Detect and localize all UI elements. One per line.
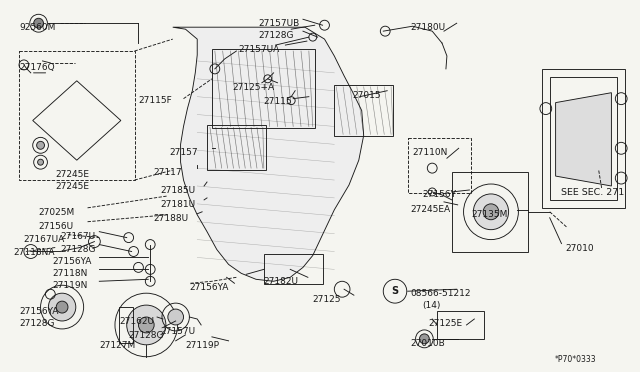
Circle shape xyxy=(56,301,68,313)
Circle shape xyxy=(34,18,44,28)
Bar xyxy=(19,51,134,180)
Circle shape xyxy=(49,293,76,321)
Text: 27157: 27157 xyxy=(170,148,198,157)
Polygon shape xyxy=(556,93,611,186)
Text: 27128G: 27128G xyxy=(19,319,54,328)
Circle shape xyxy=(138,317,154,333)
Circle shape xyxy=(38,159,44,165)
Text: 27245E: 27245E xyxy=(55,182,89,191)
Text: 27162U: 27162U xyxy=(119,317,154,326)
Text: 27118N: 27118N xyxy=(52,269,88,278)
Bar xyxy=(408,138,472,193)
Circle shape xyxy=(127,305,166,345)
Text: SEE SEC. 271: SEE SEC. 271 xyxy=(561,188,625,197)
Text: 27128G: 27128G xyxy=(60,244,95,254)
Circle shape xyxy=(483,204,499,220)
Text: 27128G: 27128G xyxy=(129,331,164,340)
Text: 27117: 27117 xyxy=(153,168,182,177)
Text: 27157UB: 27157UB xyxy=(258,19,299,28)
Text: 27010: 27010 xyxy=(565,244,594,253)
Circle shape xyxy=(168,309,184,325)
Text: 27119P: 27119P xyxy=(186,341,220,350)
Circle shape xyxy=(36,141,44,149)
Text: 27125+A: 27125+A xyxy=(232,83,275,92)
Text: 27156YA: 27156YA xyxy=(52,257,92,266)
Text: 27156YA: 27156YA xyxy=(19,307,58,316)
Text: 27127M: 27127M xyxy=(99,341,136,350)
Circle shape xyxy=(474,194,509,230)
Text: 27119N: 27119N xyxy=(52,281,88,290)
Text: 92560M: 92560M xyxy=(19,23,56,32)
Text: 27156Y: 27156Y xyxy=(422,190,456,199)
Text: 27185U: 27185U xyxy=(160,186,195,195)
Text: 27167UA: 27167UA xyxy=(23,235,64,244)
Circle shape xyxy=(419,334,429,344)
Bar xyxy=(212,49,315,128)
Text: 27176Q: 27176Q xyxy=(19,63,54,72)
Bar xyxy=(119,307,132,343)
Text: 27157UA: 27157UA xyxy=(238,45,280,54)
Text: 27125E: 27125E xyxy=(428,319,463,328)
Text: 27110N: 27110N xyxy=(413,148,448,157)
Text: (14): (14) xyxy=(422,301,441,310)
Text: 27115F: 27115F xyxy=(138,96,172,105)
Text: 27010B: 27010B xyxy=(411,339,445,348)
Text: 27181U: 27181U xyxy=(160,200,195,209)
Bar xyxy=(207,125,266,170)
Bar xyxy=(452,172,528,251)
Bar xyxy=(550,77,618,200)
Bar xyxy=(542,69,625,208)
Text: 27188U: 27188U xyxy=(153,214,188,223)
Text: 27157U: 27157U xyxy=(160,327,195,336)
Text: 27135M: 27135M xyxy=(472,210,508,219)
Text: 27156U: 27156U xyxy=(38,222,74,231)
Text: 27025M: 27025M xyxy=(38,208,75,217)
Bar xyxy=(264,254,323,284)
Text: 27180U: 27180U xyxy=(411,23,446,32)
Text: 27118NA: 27118NA xyxy=(13,247,54,257)
Text: 27115: 27115 xyxy=(264,97,292,106)
Text: 27128G: 27128G xyxy=(258,31,293,40)
Text: 27167U: 27167U xyxy=(60,232,95,241)
Text: 27015: 27015 xyxy=(352,91,381,100)
Text: 27156YA: 27156YA xyxy=(189,283,228,292)
Bar xyxy=(334,85,393,137)
Bar xyxy=(437,311,484,339)
Text: 27245EA: 27245EA xyxy=(411,205,451,214)
Text: S: S xyxy=(392,286,399,296)
Text: 27182U: 27182U xyxy=(264,277,299,286)
Text: *P70*0333: *P70*0333 xyxy=(555,355,596,364)
Text: 27245E: 27245E xyxy=(55,170,89,179)
Text: 27125: 27125 xyxy=(313,295,341,304)
Text: 08566-51212: 08566-51212 xyxy=(411,289,471,298)
Polygon shape xyxy=(173,27,364,281)
